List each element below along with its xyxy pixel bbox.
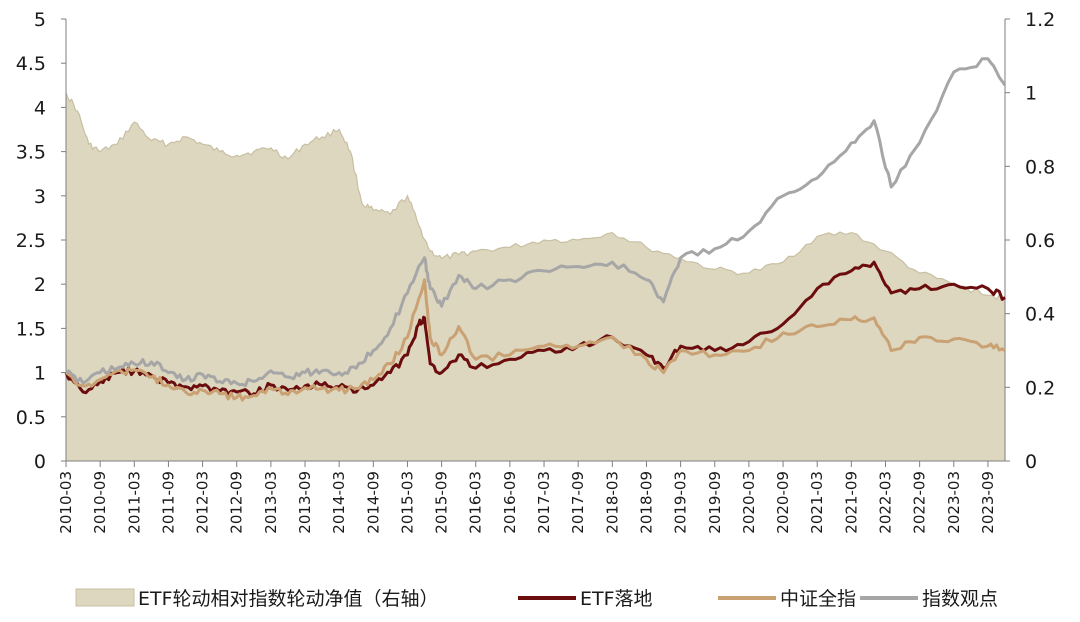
x-tick-label: 2022-03	[876, 471, 894, 534]
legend-label: 中证全指	[780, 588, 856, 610]
y-tick-label: 1.5	[16, 318, 46, 340]
series-line-2	[65, 278, 1006, 402]
area-layer	[65, 92, 1006, 461]
y2-tick-label: 0	[1025, 451, 1037, 473]
y-tick-label: 2.5	[16, 230, 46, 252]
series-line-1	[64, 260, 1006, 398]
x-tick-label: 2013-03	[262, 471, 280, 534]
x-tick-label: 2019-03	[672, 471, 690, 534]
x-tick-label: 2020-03	[740, 471, 758, 534]
x-tick-label: 2015-09	[433, 471, 451, 534]
x-tick-label: 2021-09	[842, 471, 860, 534]
x-tick-label: 2016-09	[501, 471, 519, 534]
legend-label: ETF落地	[580, 588, 653, 610]
x-tick-label: 2010-03	[57, 471, 75, 534]
x-tick-label: 2014-03	[330, 471, 348, 534]
x-tick-label: 2012-03	[194, 471, 212, 534]
x-tick-label: 2022-09	[911, 471, 929, 534]
x-tick-label: 2023-03	[945, 471, 963, 534]
y-tick-label: 0.5	[16, 407, 46, 429]
x-tick-label: 2015-03	[398, 471, 416, 534]
x-tick-label: 2017-09	[569, 471, 587, 534]
x-tick-label: 2013-09	[296, 471, 314, 534]
y-tick-label: 2	[34, 274, 46, 296]
x-tick-label: 2018-03	[603, 471, 621, 534]
y2-tick-label: 0.6	[1025, 230, 1055, 252]
y-tick-label: 3	[34, 186, 46, 208]
series-area-etf-relative	[66, 92, 1005, 461]
legend-label: 指数观点	[922, 588, 998, 610]
x-tick-label: 2020-09	[774, 471, 792, 534]
axis-layer: 0 0.5 1 1.5 2 2.5 3 3.5 4 4.5 5 0 0.2 0.4 0.6 0.8 1 1.2 20…	[16, 9, 1055, 534]
y-tick-label: 5	[34, 9, 46, 31]
legend: ETF轮动相对指数轮动净值（右轴） ETF落地 中证全指 指数观点	[75, 588, 998, 610]
x-tick-label: 2021-03	[808, 471, 826, 534]
x-tick-label: 2018-09	[637, 471, 655, 534]
x-tick-label: 2019-09	[706, 471, 724, 534]
line-layer	[64, 57, 1007, 402]
x-tick-label: 2023-09	[979, 471, 997, 534]
series-area-edge	[65, 92, 1006, 301]
x-tick-label: 2012-09	[228, 471, 246, 534]
series-line-3	[65, 57, 1007, 388]
y-tick-label: 0	[34, 451, 46, 473]
x-tick-label: 2010-09	[91, 471, 109, 534]
x-tick-label: 2011-09	[159, 471, 177, 534]
y-tick-label: 3.5	[16, 142, 46, 164]
legend-swatch-area	[75, 588, 135, 607]
x-tick-label: 2014-09	[364, 471, 382, 534]
x-tick-label: 2016-03	[467, 471, 485, 534]
x-tick-label: 2017-03	[535, 471, 553, 534]
y-tick-label: 4.5	[16, 53, 46, 75]
y2-tick-label: 0.4	[1025, 304, 1055, 326]
y2-tick-label: 0.2	[1025, 377, 1055, 399]
y-tick-label: 1	[34, 363, 46, 385]
y-tick-label: 4	[34, 97, 46, 119]
y2-tick-label: 1	[1025, 83, 1037, 105]
legend-label: ETF轮动相对指数轮动净值（右轴）	[138, 588, 439, 610]
y2-tick-label: 1.2	[1025, 9, 1055, 31]
x-tick-label: 2011-03	[125, 471, 143, 534]
y2-tick-label: 0.8	[1025, 156, 1055, 178]
